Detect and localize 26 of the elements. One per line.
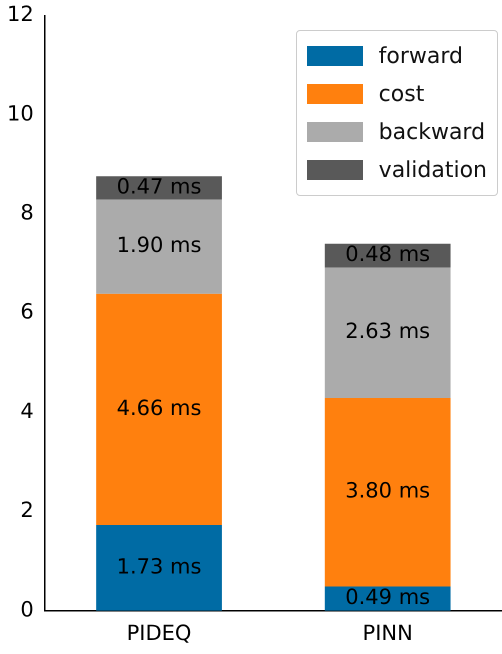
bar — [96, 524, 222, 611]
y-tick-label: 0 — [20, 597, 34, 622]
y-tick-label: 8 — [20, 200, 34, 224]
bar — [324, 268, 451, 398]
y-tick-label: 4 — [20, 398, 34, 423]
data-label: 4.66 ms — [116, 396, 202, 420]
y-tick-label: 10 — [6, 101, 34, 126]
bar — [96, 294, 222, 525]
data-label: 2.63 ms — [345, 319, 430, 344]
data-label: 0.47 ms — [116, 174, 202, 198]
bar — [324, 398, 451, 586]
x-tick-label: PINN — [362, 620, 413, 645]
legend-label: validation — [378, 158, 487, 182]
bar — [96, 200, 222, 294]
y-tick-label: 6 — [20, 300, 34, 324]
legend-label: forward — [378, 44, 464, 68]
data-label: 1.90 ms — [116, 233, 202, 258]
data-label: 1.73 ms — [116, 554, 202, 578]
data-label: 0.49 ms — [345, 585, 430, 610]
y-tick-label: 12 — [6, 2, 34, 26]
legend-label: backward — [378, 120, 486, 144]
data-label: 0.48 ms — [345, 242, 430, 266]
legend-label: cost — [378, 82, 424, 106]
data-label: 3.80 ms — [345, 478, 430, 503]
x-tick-label: PIDEQ — [126, 620, 192, 645]
y-tick-label: 2 — [20, 498, 34, 522]
